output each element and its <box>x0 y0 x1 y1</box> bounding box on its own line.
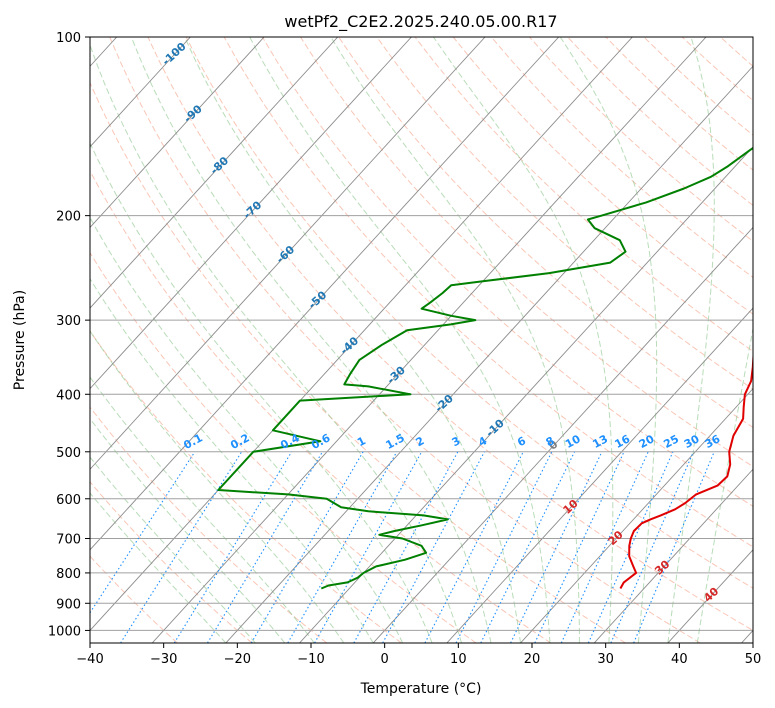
chart-title: wetPf2_C2E2.2025.240.05.00.R17 <box>284 12 557 32</box>
y-tick-label: 100 <box>56 31 81 46</box>
moist-adiabat <box>90 330 345 643</box>
y-tick-label: 700 <box>56 533 81 548</box>
y-tick-label: 800 <box>56 567 81 582</box>
mixing-ratio-label: 10 <box>563 432 583 451</box>
isotherm <box>90 37 633 632</box>
plot-frame <box>89 36 754 644</box>
isotherm <box>90 37 486 470</box>
y-axis-label: Pressure (hPa) <box>12 290 28 390</box>
data-series <box>217 147 753 590</box>
isotherm <box>446 307 753 643</box>
mixing-ratio-line <box>560 451 649 643</box>
mixing-ratio-line <box>534 451 625 643</box>
mixing-ratio-line <box>480 451 576 643</box>
dry-adiabat <box>147 37 753 631</box>
moist-adiabat <box>90 492 227 643</box>
x-tick-label: 0 <box>381 652 389 667</box>
y-tick-label: 400 <box>56 388 81 403</box>
moist-adiabat <box>90 142 433 643</box>
y-tick-label: 200 <box>56 210 81 225</box>
moist-adiabat <box>667 37 715 643</box>
moist-adiabat <box>90 456 256 643</box>
mixing-ratio-line <box>173 451 293 643</box>
mixing-ratio-line <box>633 451 715 643</box>
x-tick-label: 10 <box>450 652 467 667</box>
mixing-ratio-label: 20 <box>637 432 657 451</box>
mixing-ratio-label: 13 <box>590 432 610 451</box>
moist-adiabat <box>432 37 614 643</box>
mixing-ratio-line <box>353 451 459 643</box>
mixing-ratio-label: 25 <box>661 432 681 451</box>
x-tick-label: −10 <box>297 652 324 667</box>
x-axis-label: Temperature (°C) <box>360 681 482 697</box>
isotherm <box>593 468 753 643</box>
isotherm <box>151 37 707 643</box>
isotherm <box>225 65 753 643</box>
x-tick-label: −40 <box>76 652 103 667</box>
isotherm <box>90 37 339 309</box>
isotherm <box>299 146 753 643</box>
y-tick-label: 600 <box>56 493 81 508</box>
mixing-ratio-line <box>206 451 323 643</box>
mixing-ratio-label: 16 <box>613 432 633 451</box>
moist-adiabat <box>130 37 492 643</box>
isotherm <box>90 37 265 229</box>
mixing-ratio-line <box>314 451 423 643</box>
dry-adiabat <box>185 37 753 589</box>
mixing-ratio-line <box>382 451 485 643</box>
moist-adiabat <box>90 277 374 643</box>
y-tick-label: 1000 <box>48 624 81 639</box>
x-tick-label: −30 <box>150 652 177 667</box>
moist-adiabat <box>559 37 658 643</box>
isotherm <box>372 226 753 643</box>
dry-adiabat <box>376 37 753 390</box>
isotherm <box>90 37 560 551</box>
y-axis-ticks: 100 200 300 400 500 600 700 800 900 1000 <box>48 31 90 639</box>
isotherm <box>90 37 191 148</box>
mixing-ratio-line <box>120 451 243 643</box>
dry-adiabat <box>338 37 753 429</box>
x-tick-label: 50 <box>745 652 762 667</box>
isotherm <box>90 37 412 390</box>
moist-adiabat <box>330 37 580 643</box>
x-axis-ticks: −40 −30 −20 −10 0 10 20 30 40 50 <box>76 643 761 667</box>
moist-adiabat <box>696 325 753 643</box>
grid-lines <box>90 37 753 643</box>
x-tick-label: 30 <box>597 652 614 667</box>
moist-adiabat <box>184 37 521 643</box>
moist-adiabat <box>249 37 551 643</box>
x-tick-label: 20 <box>524 652 541 667</box>
mixing-ratio-line <box>510 451 603 643</box>
x-tick-label: −20 <box>224 652 251 667</box>
dry-adiabat <box>109 37 701 643</box>
dry-adiabat <box>90 481 253 643</box>
y-tick-label: 300 <box>56 314 81 329</box>
mixing-ratio-line <box>587 451 674 643</box>
mixing-ratio-label: 30 <box>682 432 702 451</box>
mixing-ratio-line <box>250 451 364 643</box>
x-tick-label: 40 <box>671 652 688 667</box>
dewpoint-profile <box>217 147 753 590</box>
mixing-ratio-line <box>610 451 694 643</box>
dry-adiabat <box>452 37 753 315</box>
mixing-ratio-line <box>287 451 398 643</box>
plot-background <box>90 37 753 643</box>
isotherm <box>520 387 753 643</box>
dry-adiabat <box>90 81 626 643</box>
y-tick-label: 500 <box>56 446 81 461</box>
mixing-ratio-label: 36 <box>703 432 723 451</box>
moist-adiabat <box>90 43 463 643</box>
temperature-profile <box>619 349 753 589</box>
dry-adiabat <box>90 251 477 643</box>
dry-adiabat <box>90 169 552 643</box>
y-tick-label: 900 <box>56 597 81 612</box>
moist-adiabat <box>90 216 404 643</box>
